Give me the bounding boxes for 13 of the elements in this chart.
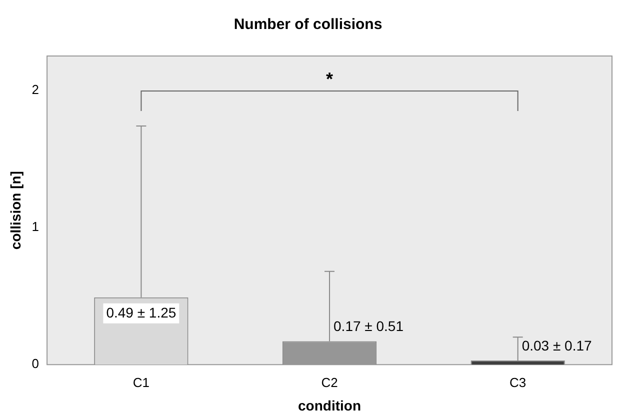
x-axis-title: condition [298, 397, 362, 414]
y-tick-label: 1 [32, 219, 40, 234]
data-label: 0.03 ± 0.17 [522, 337, 592, 354]
x-tick-label: C3 [510, 374, 526, 390]
y-tick-label: 0 [32, 356, 40, 372]
chart-title: Number of collisions [234, 16, 382, 34]
data-label: 0.49 ± 1.25 [106, 304, 176, 320]
x-tick-label: C2 [321, 374, 338, 390]
data-label: 0.17 ± 0.51 [334, 318, 404, 334]
x-tick-label: C1 [132, 374, 150, 390]
y-tick-label: 2 [32, 82, 40, 97]
y-axis-title: collision [n] [7, 171, 24, 250]
annotation: * [326, 68, 334, 89]
